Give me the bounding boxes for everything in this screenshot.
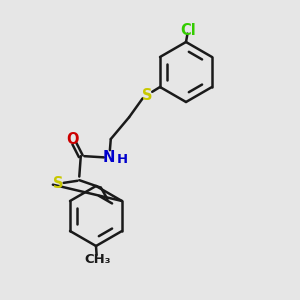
Text: S: S xyxy=(53,176,64,191)
Text: N: N xyxy=(103,150,116,165)
Text: O: O xyxy=(66,132,79,147)
Text: H: H xyxy=(116,153,128,166)
Text: Cl: Cl xyxy=(181,23,196,38)
Text: CH₃: CH₃ xyxy=(84,253,111,266)
Text: S: S xyxy=(142,88,153,103)
